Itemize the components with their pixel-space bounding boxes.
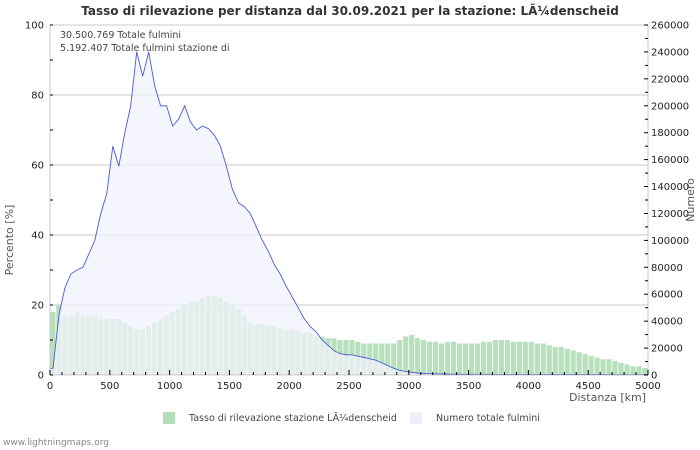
svg-text:220000: 220000 [651, 74, 689, 85]
svg-text:120000: 120000 [651, 209, 689, 220]
svg-text:100000: 100000 [651, 236, 689, 247]
chart-title: Tasso di rilevazione per distanza dal 30… [81, 4, 619, 18]
legend-item-total-strikes: Numero totale fulmini [410, 412, 540, 424]
svg-text:0: 0 [47, 381, 53, 392]
legend-item-detection-rate: Tasso di rilevazione stazione LÃ¼densche… [163, 412, 397, 424]
svg-text:80000: 80000 [651, 263, 683, 274]
svg-text:180000: 180000 [651, 128, 689, 139]
svg-text:3000: 3000 [396, 381, 421, 392]
svg-text:60000: 60000 [651, 290, 683, 301]
svg-text:100: 100 [25, 21, 44, 32]
svg-text:0: 0 [651, 371, 657, 382]
svg-text:20000: 20000 [651, 344, 683, 355]
svg-text:500: 500 [100, 381, 119, 392]
annotation-station-strikes: 5.192.407 Totale fulmini stazione di [60, 43, 230, 54]
svg-text:2500: 2500 [336, 381, 361, 392]
svg-text:1500: 1500 [217, 381, 242, 392]
annotation-total-strikes: 30.500.769 Totale fulmini [60, 30, 182, 41]
svg-text:240000: 240000 [651, 47, 689, 58]
y-axis-left-title: Percento [%] [3, 205, 16, 276]
svg-text:40: 40 [31, 231, 44, 242]
footer-site-link[interactable]: www.lightningmaps.org [3, 438, 109, 448]
y-axis-right-title: Numero [684, 178, 697, 222]
svg-text:0: 0 [38, 371, 44, 382]
svg-text:1000: 1000 [157, 381, 182, 392]
svg-text:140000: 140000 [651, 182, 689, 193]
total-strikes-area [50, 51, 648, 376]
svg-text:20: 20 [31, 301, 44, 312]
svg-text:4000: 4000 [516, 381, 541, 392]
svg-text:260000: 260000 [651, 21, 689, 32]
svg-text:200000: 200000 [651, 101, 689, 112]
svg-text:40000: 40000 [651, 317, 683, 328]
svg-text:3500: 3500 [456, 381, 481, 392]
legend-swatch-lavender [410, 412, 422, 424]
x-axis-title: Distanza [km] [569, 391, 646, 404]
svg-text:160000: 160000 [651, 155, 689, 166]
svg-text:80: 80 [31, 91, 44, 102]
svg-text:4500: 4500 [575, 381, 600, 392]
svg-text:5000: 5000 [635, 381, 660, 392]
axes: 0204060801000200004000060000800001000001… [25, 21, 689, 393]
legend-label-total-strikes: Numero totale fulmini [436, 412, 540, 424]
legend-swatch-green [163, 412, 175, 424]
svg-text:60: 60 [31, 161, 44, 172]
legend-label-detection-rate: Tasso di rilevazione stazione LÃ¼densche… [189, 412, 397, 424]
svg-text:2000: 2000 [276, 381, 301, 392]
